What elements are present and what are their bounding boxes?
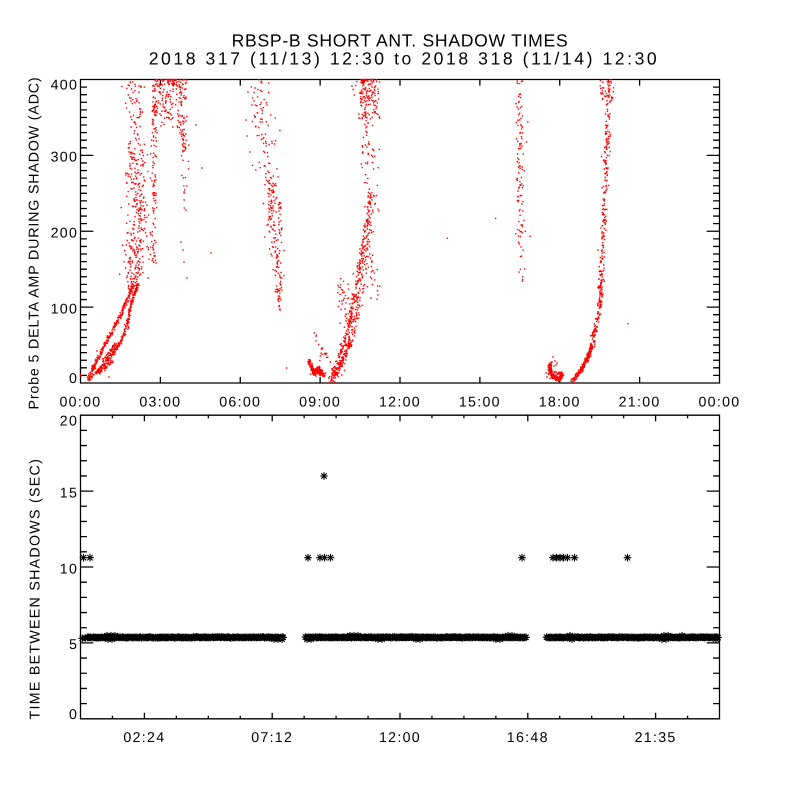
svg-text:0: 0: [69, 707, 78, 723]
svg-text:00:00: 00:00: [698, 395, 740, 411]
svg-text:12:00: 12:00: [379, 395, 421, 411]
svg-text:100: 100: [51, 301, 79, 317]
svg-text:09:00: 09:00: [299, 395, 341, 411]
svg-text:21:00: 21:00: [619, 395, 661, 411]
svg-text:00:00: 00:00: [59, 395, 101, 411]
svg-text:02:24: 02:24: [123, 730, 165, 746]
svg-text:5: 5: [69, 637, 78, 653]
svg-text:TIME BETWEEN SHADOWS (SEC): TIME BETWEEN SHADOWS (SEC): [28, 458, 44, 720]
svg-text:RBSP-B SHORT ANT. SHADOW TIMES: RBSP-B SHORT ANT. SHADOW TIMES: [232, 30, 569, 50]
svg-text:200: 200: [51, 226, 79, 242]
svg-text:400: 400: [51, 78, 79, 94]
svg-text:2018 317 (11/13) 12:30 to 2018: 2018 317 (11/13) 12:30 to 2018 318 (11/1…: [149, 49, 660, 69]
svg-text:07:12: 07:12: [251, 730, 293, 746]
svg-text:300: 300: [51, 150, 79, 166]
svg-text:06:00: 06:00: [219, 395, 261, 411]
svg-text:12:00: 12:00: [379, 730, 421, 746]
svg-text:20: 20: [60, 414, 78, 430]
svg-text:21:35: 21:35: [635, 730, 677, 746]
svg-text:15: 15: [60, 485, 78, 501]
svg-text:Probe 5 DELTA AMP DURING SHADO: Probe 5 DELTA AMP DURING SHADOW (ADC): [27, 77, 43, 410]
svg-text:15:00: 15:00: [459, 395, 501, 411]
svg-text:0: 0: [69, 371, 78, 387]
svg-text:16:48: 16:48: [507, 730, 549, 746]
svg-text:10: 10: [60, 561, 78, 577]
svg-text:03:00: 03:00: [139, 395, 181, 411]
svg-text:18:00: 18:00: [539, 395, 581, 411]
